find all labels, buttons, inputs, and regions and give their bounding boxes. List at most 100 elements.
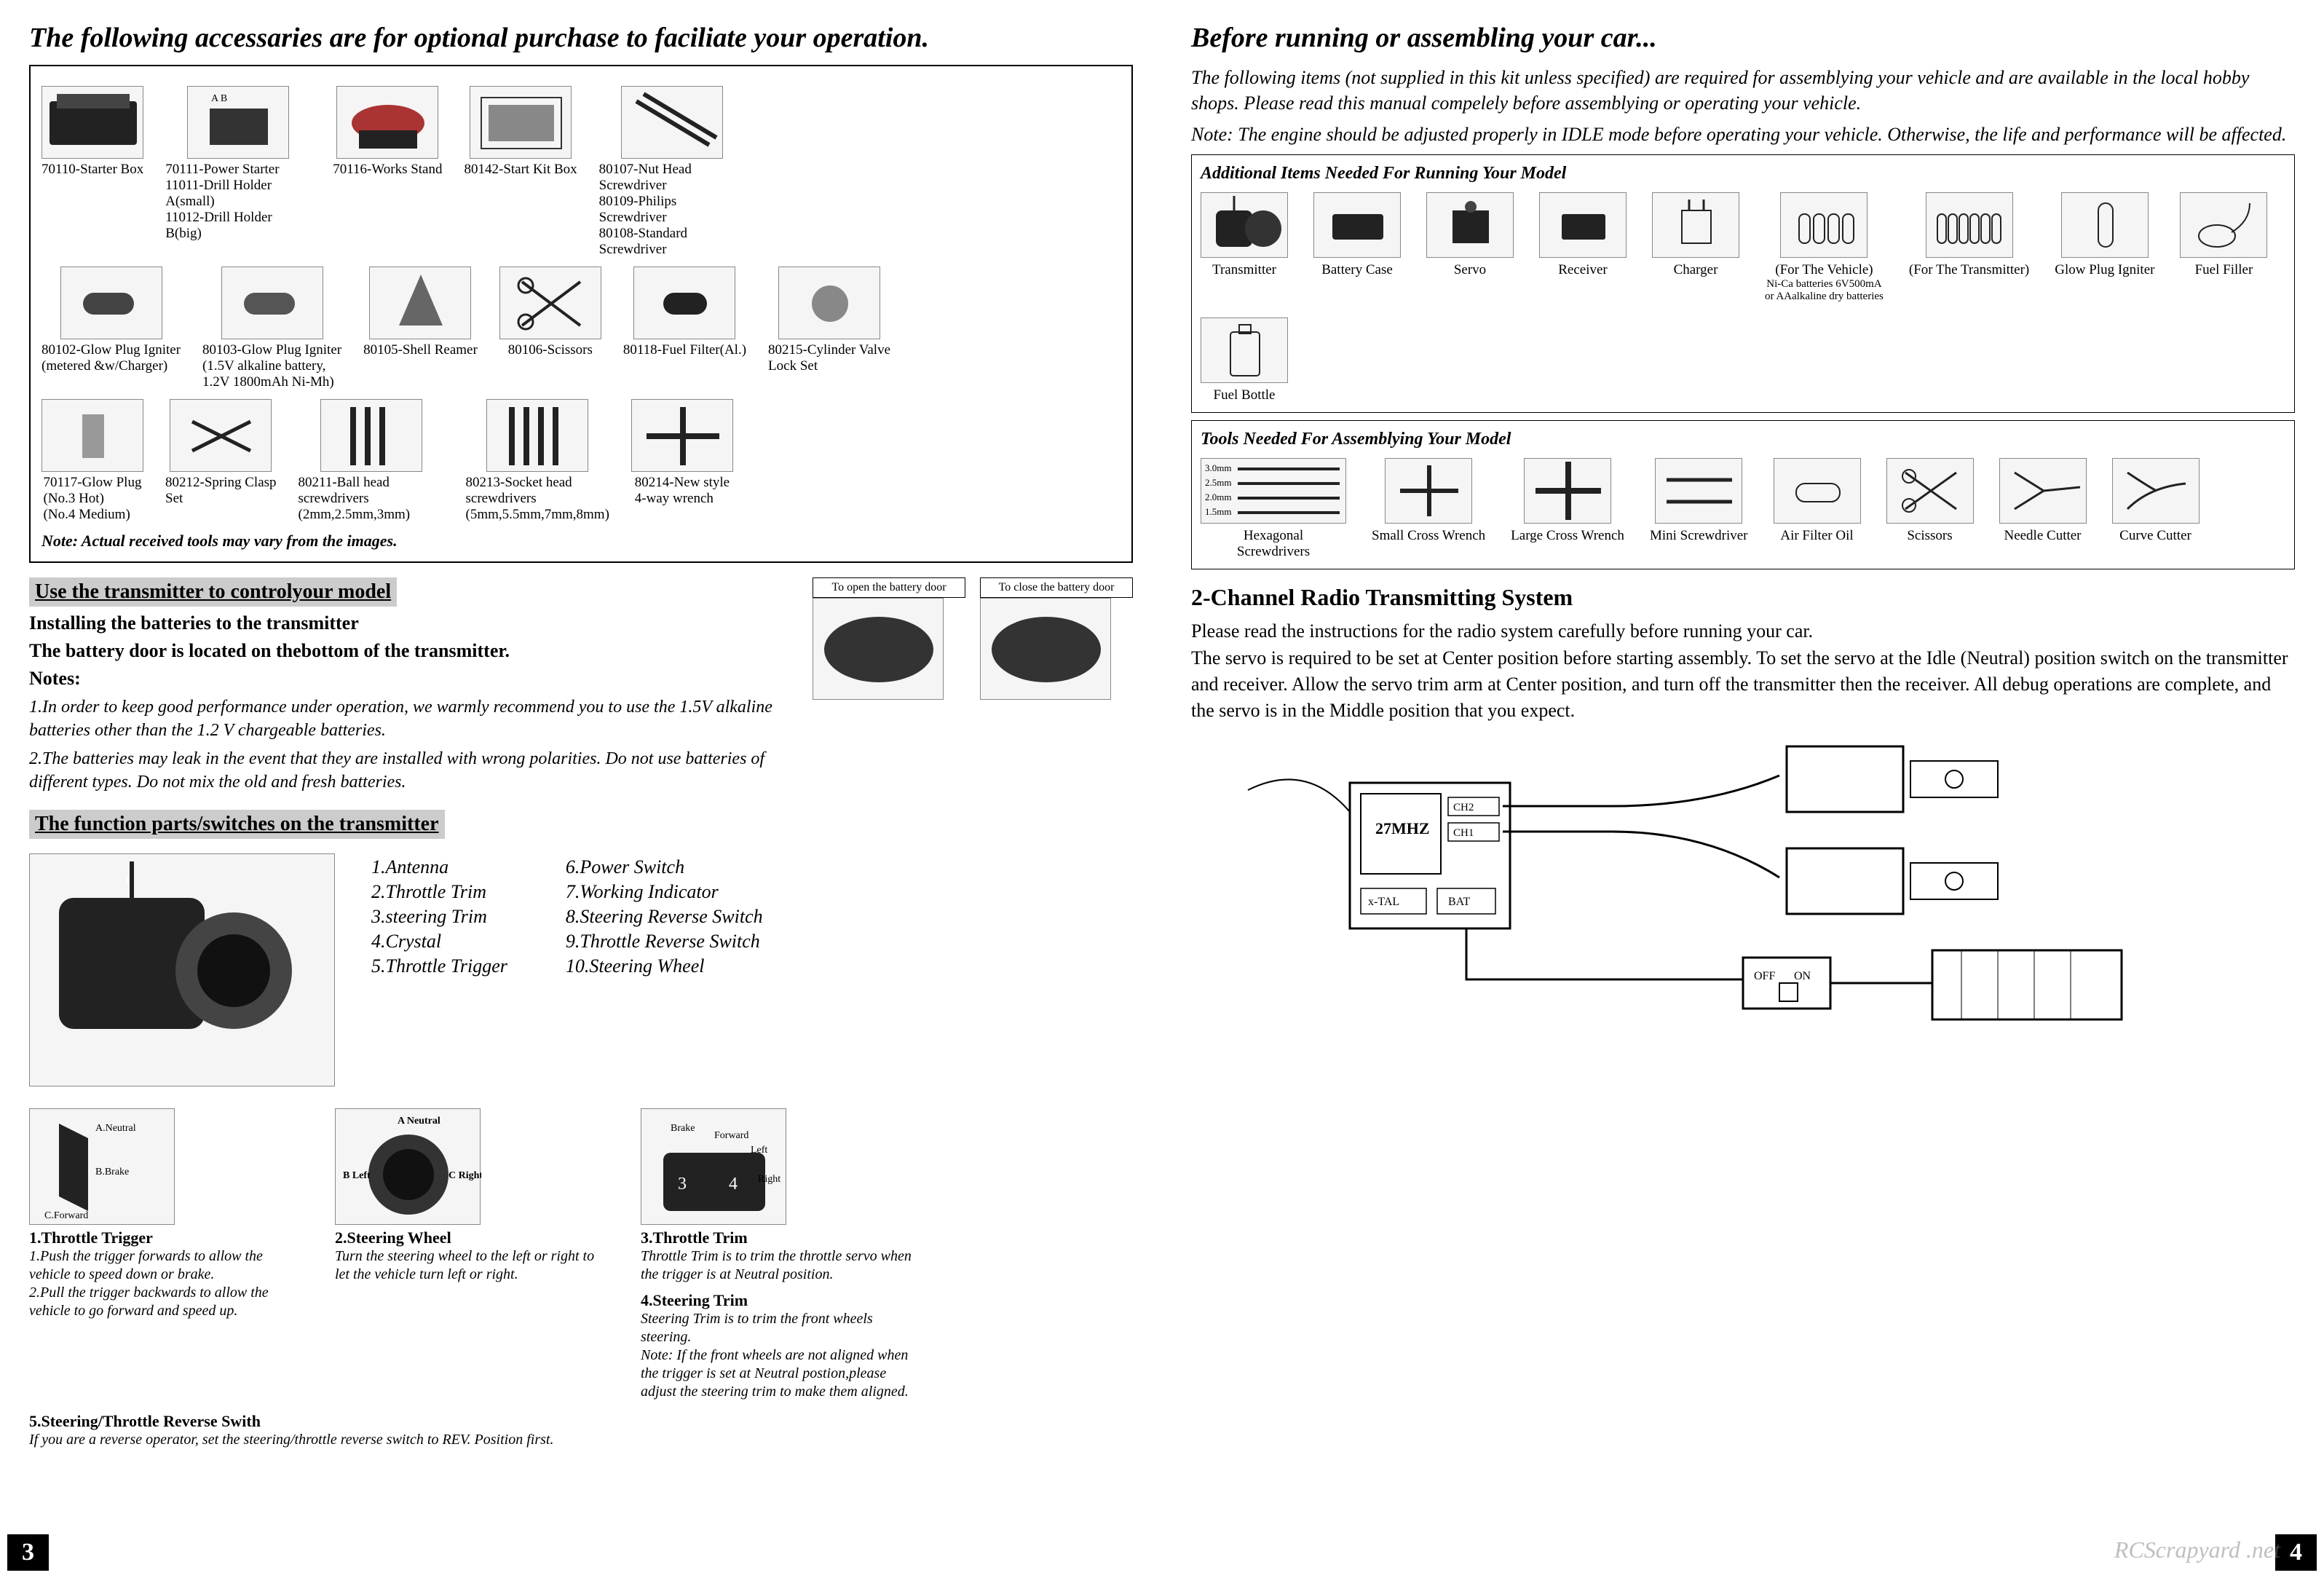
acc-reamer: 80105-Shell Reamer	[363, 267, 478, 390]
item-receiver: Receiver	[1539, 192, 1627, 303]
svg-text:2.5mm: 2.5mm	[1205, 477, 1231, 488]
battery-case-icon	[1313, 192, 1401, 258]
svg-text:B Left: B Left	[343, 1170, 371, 1181]
acc-label: 80212-Spring Clasp Set	[165, 475, 277, 507]
right-intro: The following items (not supplied in thi…	[1191, 65, 2295, 116]
kit-box-icon	[470, 86, 572, 159]
svg-text:OFF: OFF	[1754, 970, 1775, 982]
acc-sockethead: 80213-Socket head screwdrivers (5mm,5.5m…	[466, 399, 609, 523]
tool-mini-screwdriver: Mini Screwdriver	[1650, 458, 1748, 560]
works-stand-icon	[336, 86, 438, 159]
svg-text:x-TAL: x-TAL	[1368, 896, 1399, 908]
item-label: Receiver	[1558, 262, 1608, 278]
control-desc: If you are a reverse operator, set the s…	[29, 1431, 1133, 1449]
legend-item: 7.Working Indicator	[566, 881, 763, 903]
acc-glow-plug: 70117-Glow Plug (No.3 Hot) (No.4 Medium)	[42, 399, 143, 523]
legend-item: 2.Throttle Trim	[371, 881, 507, 903]
controls-row: A.NeutralB.BrakeC.Forward 1.Throttle Tri…	[29, 1108, 1133, 1401]
power-starter-icon: A B	[187, 86, 289, 159]
page-right: Before running or assembling your car...…	[1162, 0, 2324, 1578]
svg-text:ON: ON	[1794, 970, 1811, 982]
acc-works-stand: 70116-Works Stand	[333, 86, 442, 258]
item-label: Fuel Filler	[2195, 262, 2253, 278]
legend-item: 9.Throttle Reverse Switch	[566, 931, 763, 952]
wheel-icon: A NeutralB LeftC Right	[335, 1108, 481, 1225]
scissors-icon	[1886, 458, 1974, 524]
item-batteries-tx: (For The Transmitter)	[1909, 192, 2029, 303]
control-desc: Throttle Trim is to trim the throttle se…	[641, 1247, 917, 1284]
mini-screwdriver-icon	[1655, 458, 1742, 524]
acc-note: Note: Actual received tools may vary fro…	[42, 532, 1120, 551]
fuel-bottle-icon	[1201, 317, 1288, 383]
tx-parts-title: The function parts/switches on the trans…	[29, 810, 445, 839]
item-batteries-vehicle: (For The Vehicle)Ni-Ca batteries 6V500mA…	[1765, 192, 1884, 303]
tx-legend: 1.Antenna 2.Throttle Trim 3.steering Tri…	[371, 853, 763, 980]
item-label: Servo	[1454, 262, 1486, 278]
right-title: Before running or assembling your car...	[1191, 22, 2295, 54]
igniter-icon	[2061, 192, 2149, 258]
acc-label: 80214-New style 4-way wrench	[635, 475, 730, 507]
acc-label: 70116-Works Stand	[333, 162, 442, 178]
legend-item: 3.steering Trim	[371, 906, 507, 928]
item-label: Small Cross Wrench	[1372, 528, 1485, 544]
tx-legend-right: 6.Power Switch 7.Working Indicator 8.Ste…	[566, 853, 763, 980]
acc-starter-box: 70110-Starter Box	[42, 86, 143, 258]
fuel-filler-icon	[2180, 192, 2267, 258]
screwdriver-icon	[621, 86, 723, 159]
transmitter-icon	[1201, 192, 1288, 258]
item-label: Needle Cutter	[2004, 528, 2081, 544]
tool-oil: Air Filter Oil	[1774, 458, 1861, 560]
item-label: Large Cross Wrench	[1511, 528, 1624, 544]
item-label: Mini Screwdriver	[1650, 528, 1748, 544]
tx-legend-left: 1.Antenna 2.Throttle Trim 3.steering Tri…	[371, 853, 507, 980]
acc-4way-wrench: 80214-New style 4-way wrench	[631, 399, 733, 523]
control-title: 5.Steering/Throttle Reverse Swith	[29, 1412, 1133, 1431]
additional-items-box: Additional Items Needed For Running Your…	[1191, 154, 2295, 413]
item-glow-igniter: Glow Plug Igniter	[2055, 192, 2154, 303]
control-desc: Steering Trim is to trim the front wheel…	[641, 1310, 917, 1401]
tool-scissors: Scissors	[1886, 458, 1974, 560]
tool-hex: 3.0mm 2.5mm 2.0mm 1.5mm Hexagonal Screwd…	[1201, 458, 1346, 560]
legend-item: 10.Steering Wheel	[566, 955, 763, 977]
item-fuel-bottle: Fuel Bottle	[1201, 317, 1288, 403]
legend-item: 4.Crystal	[371, 931, 507, 952]
acc-label: 80215-Cylinder Valve Lock Set	[768, 342, 890, 374]
acc-screwdrivers: 80107-Nut Head Screwdriver 80109-Philips…	[599, 86, 745, 258]
control-title: 3.Throttle Trim	[641, 1228, 917, 1247]
tools-box: Tools Needed For Assemblying Your Model …	[1191, 420, 2295, 569]
additional-grid: Transmitter Battery Case Servo Receiver …	[1201, 192, 2285, 403]
tools-grid: 3.0mm 2.5mm 2.0mm 1.5mm Hexagonal Screwd…	[1201, 458, 2285, 560]
svg-text:1.5mm: 1.5mm	[1205, 506, 1231, 517]
tx-note-2: 2.The batteries may leak in the event th…	[29, 747, 791, 794]
tx-install-title: Installing the batteries to the transmit…	[29, 612, 791, 634]
curve-cutter-icon	[2112, 458, 2200, 524]
large-wrench-icon	[1524, 458, 1611, 524]
legend-item: 8.Steering Reverse Switch	[566, 906, 763, 928]
notes-heading: Notes:	[29, 668, 791, 690]
acc-label: 70117-Glow Plug (No.3 Hot) (No.4 Medium)	[44, 475, 142, 523]
ballhead-icon	[320, 399, 422, 472]
plug-icon	[42, 399, 143, 472]
svg-text:A B: A B	[211, 93, 227, 104]
page-number-3: 3	[7, 1534, 49, 1571]
charger-icon	[1652, 192, 1739, 258]
acc-label: 80102-Glow Plug Igniter (metered &w/Char…	[42, 342, 181, 374]
acc-label: 70110-Starter Box	[42, 162, 143, 178]
tx-bottom-icon	[980, 598, 1111, 700]
radio-body: Please read the instructions for the rad…	[1191, 618, 2295, 725]
item-label: Battery Case	[1321, 262, 1393, 278]
item-transmitter: Transmitter	[1201, 192, 1288, 303]
control-trigger: A.NeutralB.BrakeC.Forward 1.Throttle Tri…	[29, 1108, 306, 1401]
tx-install-sub: The battery door is located on thebottom…	[29, 640, 791, 662]
svg-text:C.Forward: C.Forward	[44, 1210, 88, 1221]
legend-item: 5.Throttle Trigger	[371, 955, 507, 977]
oil-icon	[1774, 458, 1861, 524]
tool-large-wrench: Large Cross Wrench	[1511, 458, 1624, 560]
acc-start-kit: 80142-Start Kit Box	[465, 86, 577, 258]
door-close-label: To close the battery door	[980, 577, 1133, 598]
control-reverse: 5.Steering/Throttle Reverse Swith If you…	[29, 1412, 1133, 1449]
item-label: Fuel Bottle	[1214, 387, 1276, 403]
tx-diagram-row: 1 1.Antenna 2.Throttle Trim 3.steering T…	[29, 853, 1133, 1086]
tx-bottom-icon	[813, 598, 944, 700]
item-label: Air Filter Oil	[1780, 528, 1853, 544]
